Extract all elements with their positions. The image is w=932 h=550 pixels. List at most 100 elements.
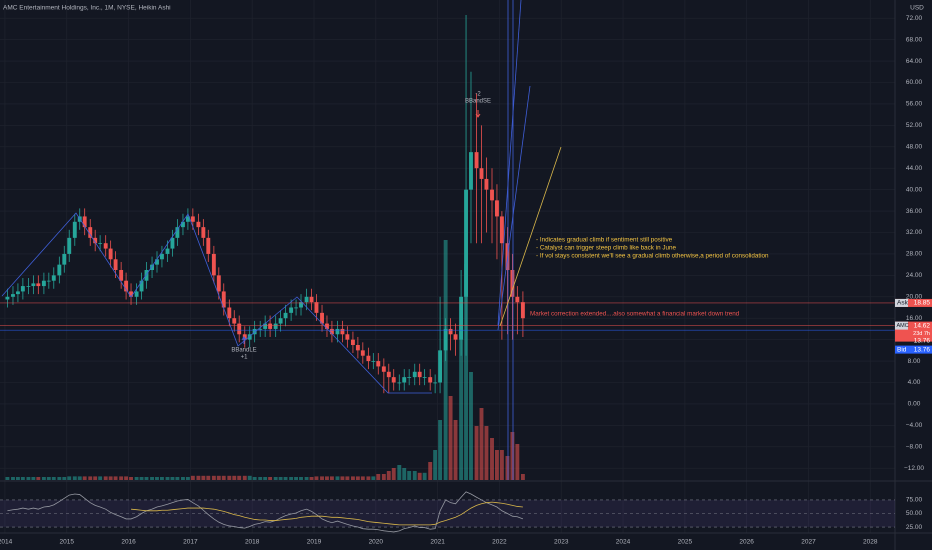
countdown: 23d 7h <box>913 331 930 337</box>
candle-body <box>201 227 206 238</box>
volume-bar <box>417 472 422 480</box>
rsi-tick-label: 75.00 <box>906 497 923 504</box>
volume-bar <box>62 477 67 480</box>
candle-body <box>252 328 257 335</box>
candle-body <box>206 237 211 254</box>
price-label-tag <box>895 321 908 330</box>
candle-body <box>159 253 164 260</box>
volume-bar <box>391 468 396 480</box>
volume-bar <box>505 456 510 480</box>
zigzag-trendline <box>1 212 432 394</box>
volume-bar <box>289 477 294 480</box>
volume-bar <box>499 450 504 480</box>
price-label-value: 18.85 <box>914 300 931 307</box>
volume-bar <box>175 477 180 480</box>
volume-bar <box>201 475 206 480</box>
correction-note: Market correction extended....also somew… <box>530 311 740 318</box>
volume-bar <box>283 477 288 480</box>
x-tick-label: 2023 <box>554 539 569 546</box>
volume-bar <box>309 477 314 480</box>
candle-body <box>335 328 340 335</box>
candle-body <box>67 237 72 254</box>
volume-bar <box>520 474 525 480</box>
candle-body <box>371 361 376 362</box>
volume-bar <box>329 476 334 480</box>
candle-body <box>57 264 62 276</box>
y-tick-label: 68.00 <box>906 36 923 43</box>
volume-bar <box>113 476 118 480</box>
volume-bar <box>314 476 319 480</box>
candle-body <box>438 350 443 383</box>
volume-bar <box>320 476 324 480</box>
x-tick-label: 2021 <box>430 539 445 546</box>
candle-body <box>350 339 355 345</box>
volume-bar <box>325 476 329 480</box>
volume-bar <box>181 477 185 480</box>
signal-label: BBandLE <box>231 348 256 354</box>
y-tick-label: 36.00 <box>906 208 923 215</box>
volume-bar <box>510 432 515 480</box>
volume-bar <box>155 477 159 480</box>
candle-body <box>221 291 226 308</box>
volume-bar <box>165 477 170 480</box>
volume-bar <box>124 476 129 480</box>
candle-body <box>185 216 190 222</box>
volume-bar <box>360 476 365 480</box>
volume-bar <box>299 477 303 480</box>
volume-bar <box>407 471 412 480</box>
candle-body <box>36 283 41 287</box>
volume-bar <box>216 475 221 480</box>
candle-body <box>227 307 232 319</box>
volume-bar <box>438 420 443 480</box>
price-label-name: Ask <box>897 300 909 307</box>
volume-bar <box>340 476 345 480</box>
candle-body <box>402 377 407 383</box>
volume-bar <box>20 477 25 480</box>
candle-body <box>150 264 154 270</box>
currency: USD <box>910 5 924 12</box>
candle-body <box>515 296 520 303</box>
volume-bar <box>268 477 273 480</box>
volume-bar <box>433 450 438 480</box>
candle-body <box>5 296 10 300</box>
volume-bar <box>515 444 520 480</box>
volume-bar <box>484 426 489 480</box>
x-tick-label: 2014 <box>0 539 13 546</box>
candle-body <box>299 302 303 308</box>
volume-bar <box>57 477 62 480</box>
volume-bar <box>196 475 201 480</box>
x-tick-label: 2022 <box>492 539 507 546</box>
rsi-pane <box>0 491 895 533</box>
volume-bar <box>464 264 468 480</box>
volume-bar <box>139 477 144 480</box>
volume-bar <box>252 477 257 480</box>
candle-body <box>510 270 515 297</box>
candle-body <box>144 270 149 281</box>
candle-body <box>72 221 77 238</box>
volume-bar <box>93 476 98 480</box>
candle-body <box>98 243 103 245</box>
volume-bar <box>5 477 10 480</box>
sell-arrow <box>475 110 481 118</box>
candle-body <box>320 312 324 324</box>
volume-bar <box>428 462 433 480</box>
x-tick-label: 2017 <box>183 539 198 546</box>
candle-body <box>196 221 201 228</box>
trendline <box>497 0 522 326</box>
note: - Catalyst can trigger steep climb like … <box>536 245 676 252</box>
candle-body <box>190 216 195 222</box>
volume-bar <box>51 477 56 480</box>
candle-body <box>422 377 427 378</box>
candle-body <box>15 291 20 295</box>
volume-bar <box>103 476 108 480</box>
x-tick-label: 2027 <box>801 539 816 546</box>
candle-body <box>474 152 479 169</box>
volume-bar <box>247 475 252 480</box>
volume-bar <box>150 477 154 480</box>
candles <box>0 15 895 394</box>
volume-bar <box>129 477 133 480</box>
volume-bar <box>422 472 427 480</box>
trendline <box>497 85 531 331</box>
volume-bar <box>41 477 46 480</box>
